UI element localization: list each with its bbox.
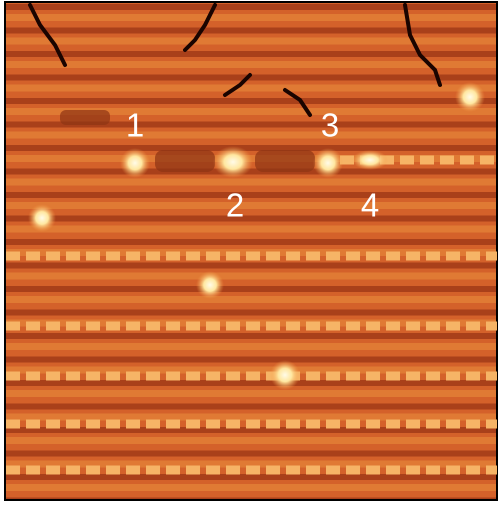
stm-image: 1 2 3 4 <box>0 0 501 505</box>
page: 1 2 3 4 (() => { const data = JSON.parse… <box>0 0 501 505</box>
label: 2 <box>226 187 244 224</box>
label: 4 <box>361 187 379 224</box>
label: 1 <box>126 107 144 144</box>
label: 3 <box>321 107 339 144</box>
